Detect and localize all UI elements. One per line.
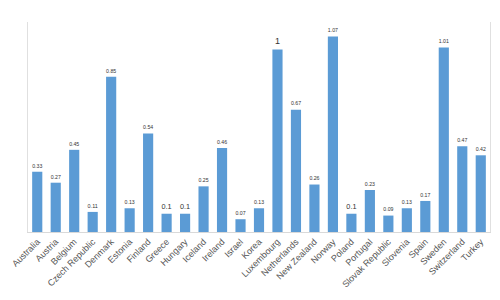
svg-text:0.09: 0.09 <box>383 206 393 212</box>
svg-text:Norway: Norway <box>309 236 338 265</box>
svg-text:Spain: Spain <box>407 237 430 260</box>
svg-text:0.17: 0.17 <box>420 192 430 198</box>
svg-text:Greece: Greece <box>143 237 171 265</box>
svg-text:Sweden: Sweden <box>418 237 448 267</box>
svg-text:0.13: 0.13 <box>125 199 135 205</box>
svg-text:Ireland: Ireland <box>200 237 227 264</box>
svg-text:Luxembourg: Luxembourg <box>240 237 282 279</box>
svg-text:0.47: 0.47 <box>457 137 467 143</box>
svg-text:Estonia: Estonia <box>106 237 134 265</box>
svg-text:0.33: 0.33 <box>32 163 42 169</box>
svg-text:Czech Republic: Czech Republic <box>46 236 98 288</box>
svg-text:0.26: 0.26 <box>309 175 319 181</box>
svg-text:0.11: 0.11 <box>88 203 98 209</box>
svg-text:New Zealand: New Zealand <box>274 237 319 282</box>
svg-text:0.13: 0.13 <box>254 199 264 205</box>
svg-text:Slovenia: Slovenia <box>380 237 411 268</box>
svg-text:0.54: 0.54 <box>143 124 153 130</box>
svg-text:Portugal: Portugal <box>344 237 375 268</box>
svg-text:0.13: 0.13 <box>402 199 412 205</box>
svg-text:Austria: Austria <box>33 237 60 264</box>
svg-text:0.23: 0.23 <box>365 181 375 187</box>
svg-text:Denmark: Denmark <box>83 236 116 269</box>
svg-text:Korea: Korea <box>240 237 264 261</box>
svg-text:0.46: 0.46 <box>217 139 227 145</box>
svg-text:0.1: 0.1 <box>162 202 172 211</box>
svg-text:Turkey: Turkey <box>459 236 486 263</box>
svg-text:0.07: 0.07 <box>235 210 245 216</box>
svg-text:Iceland: Iceland <box>181 237 209 265</box>
svg-text:0.25: 0.25 <box>198 177 208 183</box>
svg-text:0.1: 0.1 <box>180 202 190 211</box>
svg-text:0.67: 0.67 <box>291 100 301 106</box>
svg-text:Belgium: Belgium <box>49 237 79 267</box>
svg-text:1: 1 <box>275 36 280 46</box>
svg-text:1.07: 1.07 <box>328 27 338 33</box>
svg-text:0.1: 0.1 <box>346 202 356 211</box>
svg-text:Hungary: Hungary <box>159 236 190 267</box>
svg-text:Switzerland: Switzerland <box>427 237 467 277</box>
svg-text:Slovak Republic: Slovak Republic <box>340 236 393 289</box>
svg-text:Australia: Australia <box>10 237 42 269</box>
svg-text:Israel: Israel <box>222 237 245 260</box>
svg-text:0.85: 0.85 <box>106 68 116 74</box>
svg-text:Netherlands: Netherlands <box>259 236 301 278</box>
svg-text:Poland: Poland <box>329 237 356 264</box>
svg-text:Finland: Finland <box>125 237 153 265</box>
svg-text:0.45: 0.45 <box>69 141 79 147</box>
svg-text:1.01: 1.01 <box>439 38 449 44</box>
svg-text:0.27: 0.27 <box>51 174 61 180</box>
svg-text:0.42: 0.42 <box>476 146 486 152</box>
